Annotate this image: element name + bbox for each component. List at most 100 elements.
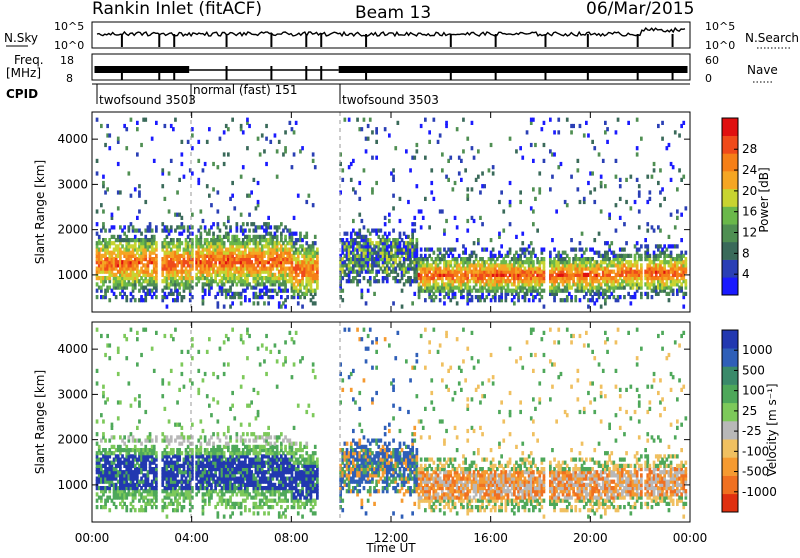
power-cell-2272 — [416, 143, 419, 147]
power-cell-1161 — [242, 222, 245, 226]
power-cell-2850 — [509, 137, 512, 141]
power-cell-526 — [164, 124, 167, 128]
power-cell-2884 — [515, 235, 518, 239]
power-cell-3004 — [532, 118, 535, 122]
power-cell-3052 — [541, 127, 544, 131]
power-cell-1141 — [240, 213, 243, 217]
power-cell-1032 — [227, 216, 230, 220]
power-cell-3899 — [685, 279, 688, 283]
power-cell-335 — [136, 127, 139, 131]
power-cell-3628 — [640, 292, 643, 296]
power-cell-2223 — [409, 168, 412, 172]
power-cell-3880 — [680, 213, 683, 217]
power-cell-3517 — [619, 197, 622, 201]
power-cell-1626 — [297, 194, 300, 198]
beam-label: Beam 13 — [355, 3, 431, 23]
power-cell-3382 — [598, 152, 601, 156]
power-cell-2785 — [498, 232, 501, 236]
power-cell-1250 — [253, 178, 256, 182]
power-cell-3575 — [630, 206, 633, 210]
power-cell-3562 — [627, 121, 630, 125]
power-cell-1996 — [371, 187, 374, 191]
power-cell-177 — [117, 162, 120, 166]
power-cell-2718 — [488, 168, 491, 172]
velocity-cell-320 — [134, 397, 137, 401]
power-cell-1107 — [236, 222, 239, 226]
power-cell-3778 — [663, 197, 666, 201]
velocity-cell-334 — [136, 362, 139, 366]
power-cell-600 — [172, 127, 175, 131]
power-cell-653 — [178, 178, 181, 182]
power-cell-1345 — [263, 149, 266, 153]
power-cell-2802 — [500, 190, 503, 194]
power-cell-2913 — [519, 190, 522, 194]
power-cell-16 — [96, 209, 99, 213]
power-cell-3625 — [638, 190, 641, 194]
power-cell-2548 — [460, 178, 463, 182]
power-cell-2428 — [443, 301, 446, 305]
power-cell-823 — [202, 168, 205, 172]
velocity-cell-856 — [206, 350, 209, 354]
power-cell-2670 — [479, 190, 482, 194]
power-cell-2239 — [413, 292, 416, 296]
power-cell-2562 — [462, 149, 465, 153]
freq-tick-bottom: 8 — [66, 72, 73, 85]
power-cell-1593 — [293, 152, 296, 156]
power-cell-3066 — [543, 121, 546, 125]
power-cell-2954 — [528, 298, 531, 302]
power-cell-1785 — [341, 289, 344, 293]
power-cell-2025 — [375, 127, 378, 131]
velocity-cell-996 — [223, 340, 226, 344]
power-cell-1527 — [284, 146, 287, 150]
power-cell-996 — [223, 130, 226, 134]
power-cell-939 — [217, 222, 220, 226]
power-cell-2376 — [433, 251, 436, 255]
velocity-cell-407 — [144, 328, 147, 332]
power-cell-3357 — [593, 146, 596, 150]
power-cell-1753 — [314, 165, 317, 169]
power-cell-15 — [96, 222, 99, 226]
power-cell-147 — [113, 225, 116, 229]
power-cell-3563 — [630, 301, 633, 305]
power-cell-2270 — [416, 184, 419, 188]
power-cell-2812 — [502, 229, 505, 233]
power-cell-2563 — [462, 118, 465, 122]
power-cell-3327 — [589, 190, 592, 194]
nsearch-label: N.Search — [745, 31, 799, 45]
power-cell-803 — [200, 225, 203, 229]
power-cell-839 — [204, 162, 207, 166]
power-cell-3489 — [615, 159, 618, 163]
power-cell-617 — [174, 118, 177, 122]
power-cell-1454 — [276, 149, 279, 153]
power-cell-1144 — [240, 124, 243, 128]
power-cell-132 — [111, 213, 114, 217]
power-cell-2608 — [471, 295, 474, 299]
power-cell-1905 — [358, 229, 361, 233]
power-cell-1365 — [267, 301, 270, 305]
velocity-cell-98 — [106, 397, 109, 401]
power-cell-1941 — [365, 301, 368, 305]
power-cell-1610 — [295, 121, 298, 125]
power-cell-1609 — [295, 232, 298, 236]
power-cell-1436 — [274, 133, 277, 137]
power-cell-2350 — [428, 225, 431, 229]
velocity-cell-673 — [183, 505, 186, 509]
cpid-label: CPID — [6, 87, 38, 101]
power-cell-438 — [149, 222, 152, 226]
power-cell-2402 — [439, 298, 442, 302]
power-cell-3233 — [574, 248, 577, 252]
velocity-cell-63 — [102, 419, 105, 423]
power-cell-320 — [134, 187, 137, 191]
power-cell-2534 — [458, 171, 461, 175]
power-cell-1074 — [231, 181, 234, 185]
power-cell-3392 — [600, 209, 603, 213]
power-cell-3490 — [615, 130, 618, 134]
power-cell-2594 — [466, 187, 469, 191]
power-cell-3531 — [623, 295, 626, 299]
power-cell-2442 — [443, 229, 446, 233]
velocity-cell-959 — [219, 439, 222, 443]
velocity-cell-525 — [164, 407, 167, 411]
power-cell-3612 — [636, 146, 639, 150]
power-cell-1291 — [257, 181, 260, 185]
power-cell-2378 — [433, 118, 436, 122]
